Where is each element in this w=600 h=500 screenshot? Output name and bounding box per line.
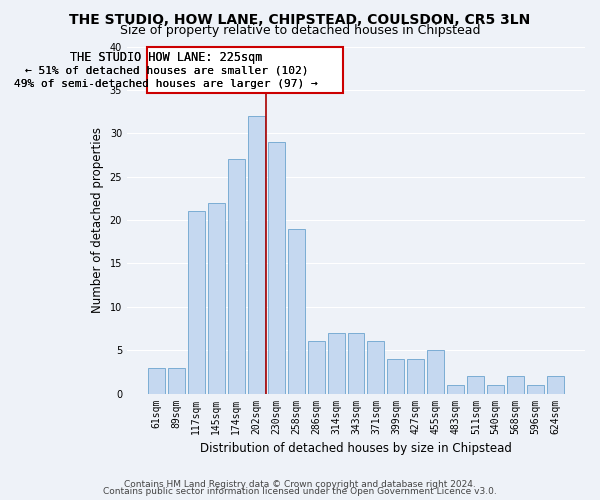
- Bar: [308, 342, 325, 394]
- Bar: [487, 385, 504, 394]
- Bar: [328, 333, 344, 394]
- Text: Size of property relative to detached houses in Chipstead: Size of property relative to detached ho…: [120, 24, 480, 37]
- Bar: [248, 116, 265, 394]
- FancyBboxPatch shape: [148, 48, 343, 94]
- Bar: [227, 160, 245, 394]
- Bar: [507, 376, 524, 394]
- Bar: [467, 376, 484, 394]
- Text: THE STUDIO, HOW LANE, CHIPSTEAD, COULSDON, CR5 3LN: THE STUDIO, HOW LANE, CHIPSTEAD, COULSDO…: [70, 12, 530, 26]
- Bar: [268, 142, 284, 394]
- Bar: [367, 342, 385, 394]
- Bar: [427, 350, 445, 394]
- Text: THE STUDIO HOW LANE: 225sqm: THE STUDIO HOW LANE: 225sqm: [70, 51, 262, 64]
- X-axis label: Distribution of detached houses by size in Chipstead: Distribution of detached houses by size …: [200, 442, 512, 455]
- Bar: [547, 376, 564, 394]
- Bar: [188, 212, 205, 394]
- Y-axis label: Number of detached properties: Number of detached properties: [91, 127, 104, 313]
- Text: THE STUDIO HOW LANE: 225sqm: THE STUDIO HOW LANE: 225sqm: [70, 51, 262, 64]
- Bar: [287, 228, 305, 394]
- Bar: [527, 385, 544, 394]
- Text: Contains public sector information licensed under the Open Government Licence v3: Contains public sector information licen…: [103, 487, 497, 496]
- Text: 49% of semi-detached houses are larger (97) →: 49% of semi-detached houses are larger (…: [14, 80, 318, 90]
- Bar: [407, 359, 424, 394]
- Bar: [168, 368, 185, 394]
- Bar: [208, 202, 224, 394]
- Text: 49% of semi-detached houses are larger (97) →: 49% of semi-detached houses are larger (…: [14, 80, 318, 90]
- Text: ← 51% of detached houses are smaller (102): ← 51% of detached houses are smaller (10…: [25, 66, 308, 76]
- Text: Contains HM Land Registry data © Crown copyright and database right 2024.: Contains HM Land Registry data © Crown c…: [124, 480, 476, 489]
- Bar: [388, 359, 404, 394]
- Text: ← 51% of detached houses are smaller (102): ← 51% of detached houses are smaller (10…: [25, 66, 308, 76]
- Bar: [347, 333, 364, 394]
- Bar: [148, 368, 165, 394]
- Bar: [448, 385, 464, 394]
